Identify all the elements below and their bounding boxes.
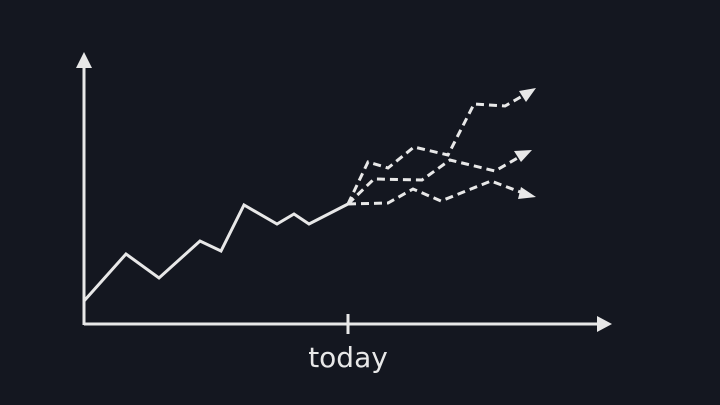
y-axis-arrow-icon — [76, 52, 92, 68]
forecast-upper-arrow-icon — [519, 88, 536, 102]
forecast-path-middle — [346, 154, 522, 206]
forecast-middle-arrow-icon — [514, 150, 532, 162]
x-axis-arrow-icon — [597, 316, 612, 332]
forecast-lower-arrow-icon — [518, 187, 536, 199]
history-line — [82, 202, 349, 302]
today-label: today — [308, 341, 388, 374]
forecast-path-lower — [347, 179, 524, 206]
forecast-path-upper — [346, 92, 527, 205]
